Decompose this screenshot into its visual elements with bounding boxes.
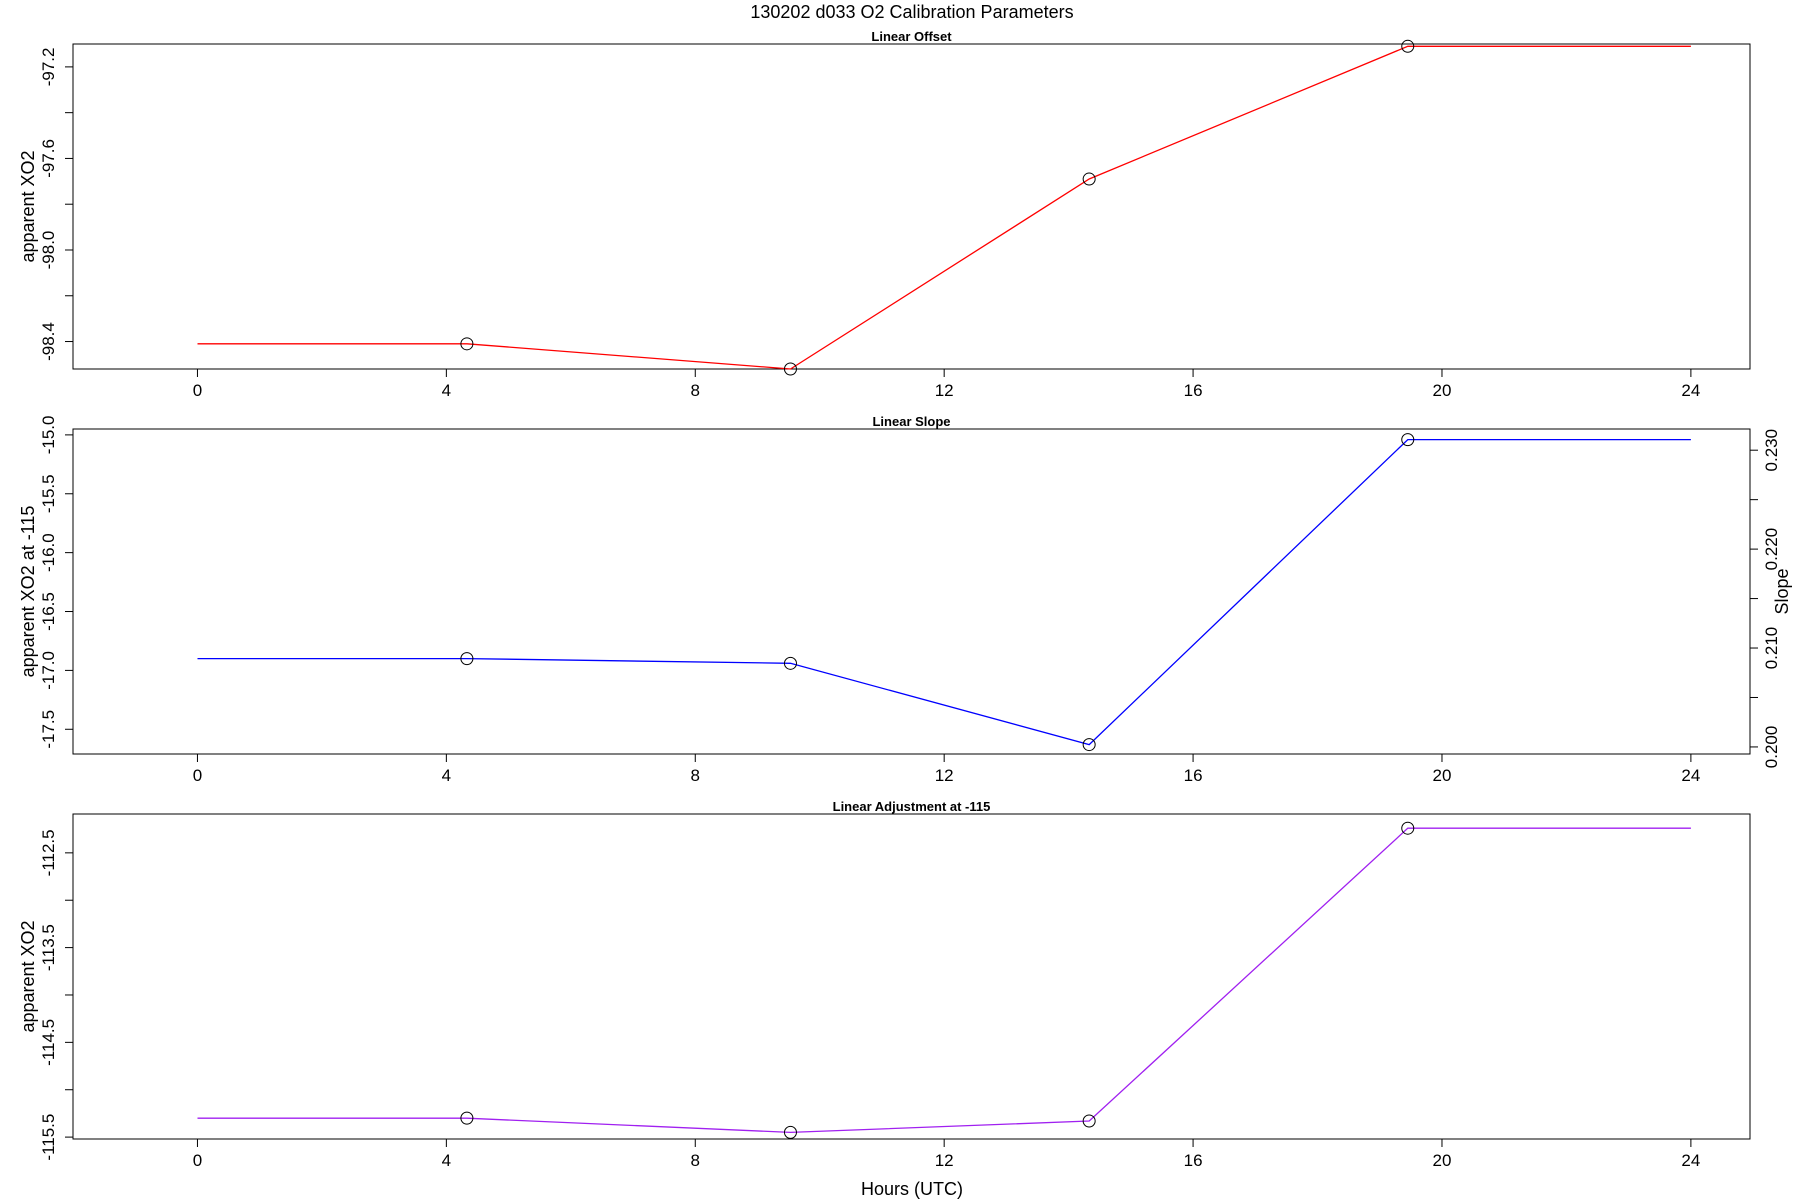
data-point (1401, 39, 1415, 53)
data-point (783, 1125, 797, 1139)
plot-frame (72, 813, 1751, 1140)
data-point (460, 337, 474, 351)
y-tick-label: -17.0 (39, 651, 58, 690)
y-tick-label: -98.0 (39, 231, 58, 270)
panel-title: Linear Offset (871, 29, 952, 44)
y-tick-label: -97.6 (39, 139, 58, 178)
data-point (1401, 821, 1415, 835)
x-tick-label: 16 (1184, 766, 1203, 785)
y-tick-label: -114.5 (39, 1019, 58, 1066)
x-tick-label: 24 (1681, 766, 1700, 785)
right-tick-label: 0.210 (1762, 627, 1781, 670)
right-axis-title: Slope (1772, 568, 1792, 614)
y-tick-label: -98.4 (39, 322, 58, 361)
panel-title: Linear Adjustment at -115 (833, 799, 991, 814)
x-tick-label: 4 (442, 381, 451, 400)
x-tick-label: 12 (935, 1151, 954, 1170)
data-point (783, 656, 797, 670)
x-tick-label: 16 (1184, 381, 1203, 400)
x-tick-label: 0 (193, 766, 202, 785)
x-axis-label: Hours (UTC) (861, 1179, 963, 1199)
series-line (197, 438, 1691, 746)
series-line (197, 827, 1691, 1134)
x-tick-label: 0 (193, 381, 202, 400)
data-point (460, 1111, 474, 1125)
x-tick-label: 8 (691, 1151, 700, 1170)
figure-title: 130202 d033 O2 Calibration Parameters (750, 2, 1073, 22)
x-tick-label: 0 (193, 1151, 202, 1170)
x-tick-label: 12 (935, 381, 954, 400)
data-point (1082, 172, 1096, 186)
panel-title: Linear Slope (872, 414, 950, 429)
y-tick-label: -15.5 (39, 474, 58, 513)
y-tick-label: -115.5 (39, 1114, 58, 1161)
x-tick-label: 20 (1433, 766, 1452, 785)
y-tick-label: -112.5 (39, 829, 58, 876)
x-tick-label: 8 (691, 381, 700, 400)
right-tick-label: 0.230 (1762, 429, 1781, 472)
right-tick-label: 0.200 (1762, 726, 1781, 769)
panel-linear-adjustment: Linear Adjustment at -115 0 4 8 12 16 20 24 -115… (18, 799, 1751, 1170)
x-tick-label: 24 (1681, 381, 1700, 400)
y-tick-label: -97.2 (39, 48, 58, 87)
plot-frame (72, 428, 1751, 755)
x-tick-label: 4 (442, 766, 451, 785)
data-point (783, 362, 797, 376)
series-line (197, 45, 1691, 370)
panel-linear-offset: Linear Offset 0 4 8 12 16 20 24 -98.4 -98.0 -97.6 -… (18, 29, 1751, 400)
right-tick-label: 0.220 (1762, 528, 1781, 571)
y-tick-label: -16.0 (39, 533, 58, 572)
x-tick-label: 24 (1681, 1151, 1700, 1170)
x-tick-label: 16 (1184, 1151, 1203, 1170)
x-tick-label: 20 (1433, 381, 1452, 400)
x-tick-label: 8 (691, 766, 700, 785)
data-point (1401, 433, 1415, 447)
data-point (460, 652, 474, 666)
panel-linear-slope: Linear Slope 0 4 8 12 16 20 24 -17.5 -17.0 -16.5 -1… (18, 414, 1792, 785)
y-tick-label: -15.0 (39, 416, 58, 455)
y-axis-title: apparent XO2 (18, 920, 38, 1032)
x-tick-label: 12 (935, 766, 954, 785)
data-point (1082, 1114, 1096, 1128)
y-tick-label: -16.5 (39, 592, 58, 631)
plot-frame (72, 43, 1751, 370)
y-axis-title: apparent XO2 at -115 (18, 506, 38, 678)
x-tick-label: 4 (442, 1151, 451, 1170)
y-tick-label: -113.5 (39, 924, 58, 971)
y-axis-title: apparent XO2 (18, 150, 38, 262)
x-tick-label: 20 (1433, 1151, 1452, 1170)
panels: Linear Offset 0 4 8 12 16 20 24 -98.4 -98.0 -97.6 -… (18, 29, 1792, 1170)
data-point (1082, 738, 1096, 752)
y-tick-label: -17.5 (39, 710, 58, 749)
